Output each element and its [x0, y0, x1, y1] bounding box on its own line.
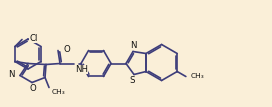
- Text: Cl: Cl: [29, 34, 37, 43]
- Text: O: O: [30, 84, 36, 93]
- Text: O: O: [63, 45, 70, 54]
- Text: S: S: [129, 76, 135, 85]
- Text: CH₃: CH₃: [191, 74, 205, 80]
- Text: N: N: [8, 70, 15, 79]
- Text: CH₃: CH₃: [52, 89, 66, 96]
- Text: N: N: [130, 41, 136, 50]
- Text: NH: NH: [75, 65, 88, 74]
